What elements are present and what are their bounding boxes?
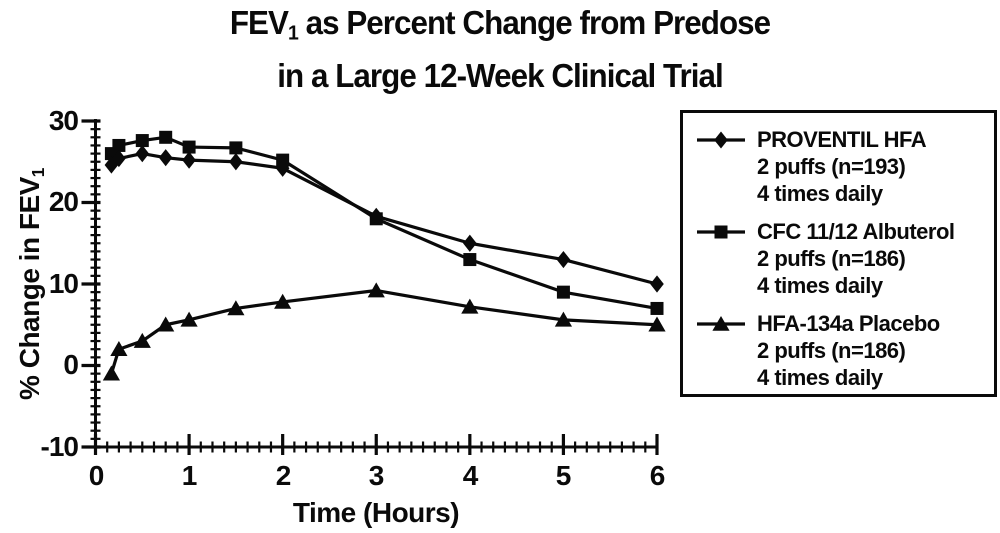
marker-triangle: [110, 341, 128, 356]
y-tick-label-30: 30: [48, 105, 79, 136]
marker-diamond: [275, 159, 290, 177]
marker-triangle: [274, 293, 292, 309]
marker-square: [463, 253, 477, 267]
legend-series-name: PROVENTIL HFA: [757, 127, 927, 152]
legend-item-placebo: HFA-134a Placebo 2 puffs (n=186) 4 times…: [695, 310, 984, 391]
marker-diamond: [182, 151, 196, 169]
x-tick-label-2: 2: [275, 460, 292, 491]
x-tick-label-6: 6: [649, 460, 666, 491]
legend-series-name: HFA-134a Placebo: [757, 311, 940, 336]
legend-text-proventil: PROVENTIL HFA 2 puffs (n=193) 4 times da…: [757, 126, 927, 207]
legend-text-placebo: HFA-134a Placebo 2 puffs (n=186) 4 times…: [757, 310, 940, 391]
legend-series-dose: 2 puffs (n=193): [757, 154, 906, 179]
marker-triangle: [227, 300, 245, 316]
y-tick-label-20: 20: [48, 186, 79, 217]
legend-marker-triangle-icon: [697, 316, 745, 331]
legend-series-name: CFC 11/12 Albuterol: [757, 219, 955, 244]
marker-square: [112, 138, 126, 152]
marker-square: [650, 301, 664, 315]
marker-triangle: [554, 311, 573, 327]
axes: [81, 119, 659, 455]
x-tick-label-3: 3: [368, 460, 385, 491]
legend-series-frequency: 4 times daily: [757, 181, 883, 206]
x-tick-label-4: 4: [462, 460, 479, 491]
title-fev: FEV: [229, 4, 289, 41]
marker-square: [159, 130, 173, 144]
marker-diamond: [135, 145, 150, 163]
marker-diamond: [229, 153, 243, 171]
legend-item-cfc: CFC 11/12 Albuterol 2 puffs (n=186) 4 ti…: [695, 218, 984, 299]
series-line-diamond: [110, 152, 658, 286]
title-rest: as Percent Change from Predose: [297, 4, 772, 41]
series-line-triangle: [109, 288, 658, 375]
marker-square: [229, 141, 243, 155]
marker-diamond: [650, 275, 664, 293]
marker-square: [135, 134, 149, 148]
series-square: [104, 130, 664, 315]
x-axis-title: Time (Hours): [292, 497, 460, 528]
title-subscript: 1: [287, 21, 299, 45]
marker-triangle: [648, 316, 666, 332]
marker-triangle: [102, 365, 121, 381]
chart-title-line2: in a Large 12-Week Clinical Trial: [277, 56, 723, 94]
marker-triangle: [157, 316, 175, 332]
marker-diamond: [369, 207, 384, 225]
legend-marker-square-icon: [697, 225, 745, 239]
marker-diamond: [463, 234, 477, 252]
marker-square: [556, 285, 570, 299]
chart-title-line1: FEV1 as Percent Change from Predose: [25, 2, 975, 55]
legend-box: PROVENTIL HFA 2 puffs (n=193) 4 times da…: [680, 110, 997, 397]
x-tick-label-0: 0: [88, 460, 105, 491]
x-tick-label-1: 1: [181, 460, 198, 491]
legend-series-dose: 2 puffs (n=186): [757, 338, 906, 363]
legend-series-frequency: 4 times daily: [757, 273, 883, 298]
marker-triangle: [367, 282, 385, 298]
marker-square: [182, 140, 196, 154]
y-axis-title-subscript: 1: [27, 168, 48, 178]
legend-series-dose: 2 puffs (n=186): [757, 246, 906, 271]
legend-marker-diamond-icon: [697, 131, 745, 149]
x-tick-label-5: 5: [555, 460, 572, 491]
marker-triangle: [133, 332, 151, 348]
series-diamond: [104, 145, 664, 293]
chart-title: FEV1 as Percent Change from Predose in a…: [25, 2, 975, 97]
series-triangle: [102, 282, 666, 381]
legend-text-cfc: CFC 11/12 Albuterol 2 puffs (n=186) 4 ti…: [757, 218, 955, 299]
marker-diamond: [158, 149, 173, 167]
marker-diamond: [112, 149, 126, 168]
legend-series-frequency: 4 times daily: [757, 365, 883, 390]
marker-triangle: [461, 298, 479, 314]
marker-diamond: [556, 250, 571, 269]
y-tick-label-neg10: -10: [40, 431, 79, 462]
marker-triangle: [180, 311, 198, 327]
legend-item-proventil: PROVENTIL HFA 2 puffs (n=193) 4 times da…: [695, 126, 984, 207]
y-tick-label-0: 0: [63, 349, 79, 380]
y-tick-label-10: 10: [48, 268, 79, 299]
